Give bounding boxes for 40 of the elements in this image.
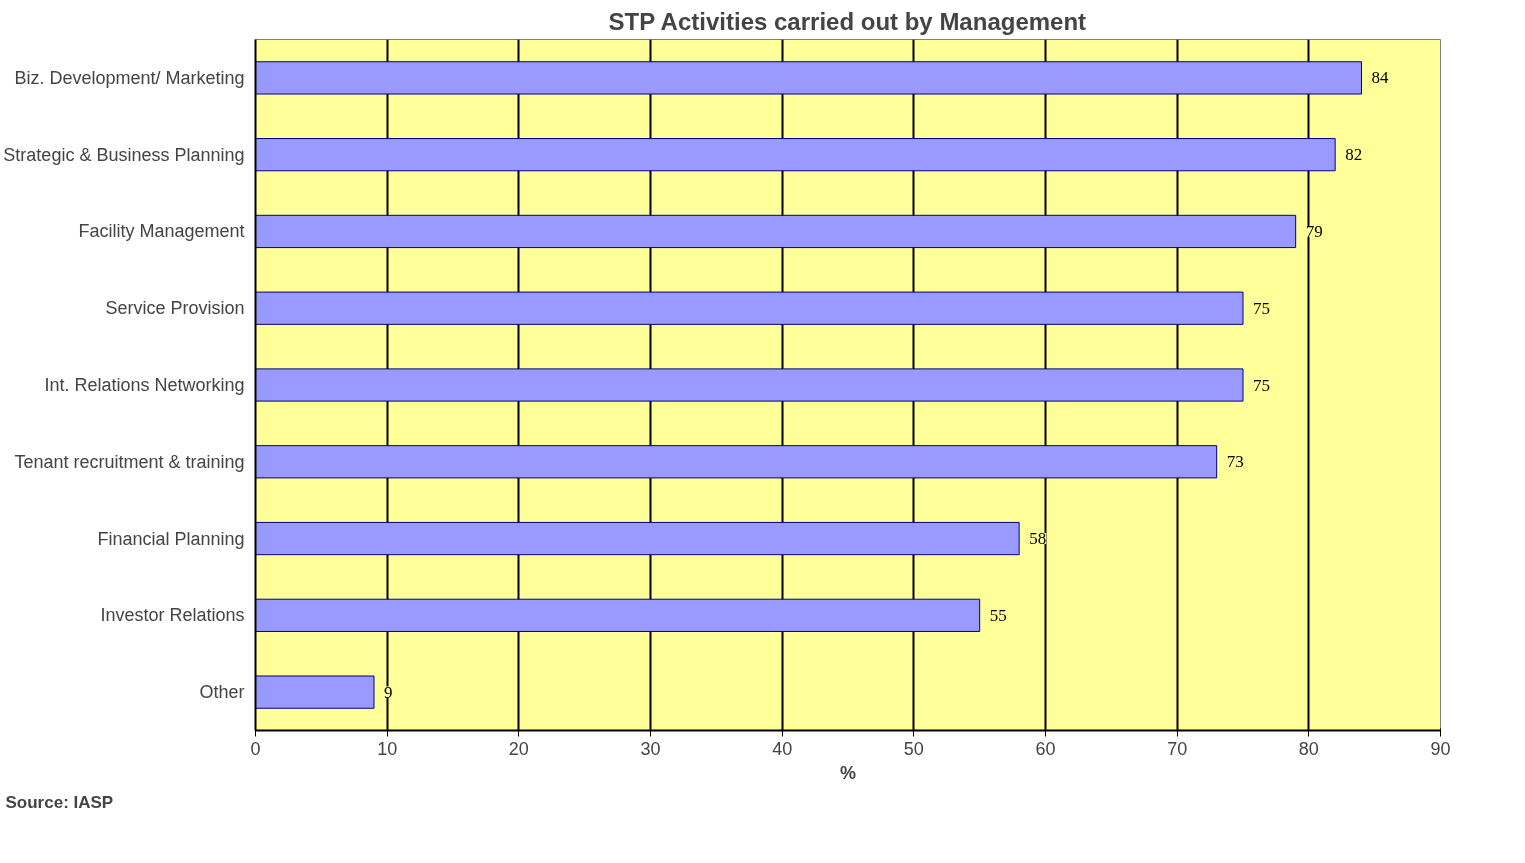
bar bbox=[255, 598, 981, 632]
data-label: 55 bbox=[989, 605, 1007, 625]
bar bbox=[255, 214, 1297, 249]
x-tick-label: 20 bbox=[508, 738, 529, 759]
x-tick-label: 0 bbox=[250, 738, 261, 759]
x-tick-label: 60 bbox=[1035, 738, 1056, 759]
x-tick-label: 80 bbox=[1298, 738, 1319, 759]
y-tick-label: Biz. Development/ Marketing bbox=[14, 67, 245, 88]
bar bbox=[255, 445, 1218, 479]
x-tick-label: 10 bbox=[377, 738, 398, 759]
y-tick-label: Int. Relations Networking bbox=[44, 375, 245, 395]
bar bbox=[255, 368, 1244, 402]
data-label: 75 bbox=[1253, 298, 1270, 318]
y-tick-label: Facility Management bbox=[78, 221, 245, 242]
y-tick-label: Other bbox=[199, 682, 245, 703]
data-label: 84 bbox=[1371, 68, 1389, 88]
data-label: 73 bbox=[1226, 452, 1244, 472]
y-tick-label: Service Provision bbox=[105, 298, 245, 319]
data-label: 79 bbox=[1305, 221, 1323, 241]
bar bbox=[255, 138, 1336, 172]
bar bbox=[255, 675, 375, 709]
y-tick-label: Investor Relations bbox=[100, 605, 245, 626]
x-tick-label: 90 bbox=[1430, 738, 1451, 759]
data-label: 58 bbox=[1029, 529, 1047, 549]
x-tick-label: 70 bbox=[1167, 738, 1188, 759]
y-tick-label: Tenant recruitment & training bbox=[14, 451, 245, 472]
chart-title: STP Activities carried out by Management bbox=[608, 7, 1087, 35]
y-tick-label: Financial Planning bbox=[97, 528, 245, 549]
bar bbox=[255, 291, 1244, 325]
x-tick-label: 50 bbox=[903, 738, 924, 759]
y-tick-label: Strategic & Business Planning bbox=[3, 144, 245, 165]
source-note: Source: IASP bbox=[5, 792, 114, 812]
x-tick-label: 40 bbox=[772, 738, 793, 759]
data-label: 9 bbox=[384, 682, 393, 702]
bar bbox=[255, 61, 1362, 95]
bar bbox=[255, 521, 1020, 556]
data-label: 75 bbox=[1253, 375, 1270, 395]
x-axis-title: % bbox=[840, 762, 857, 783]
data-label: 82 bbox=[1345, 145, 1363, 165]
x-tick-label: 30 bbox=[640, 738, 661, 759]
